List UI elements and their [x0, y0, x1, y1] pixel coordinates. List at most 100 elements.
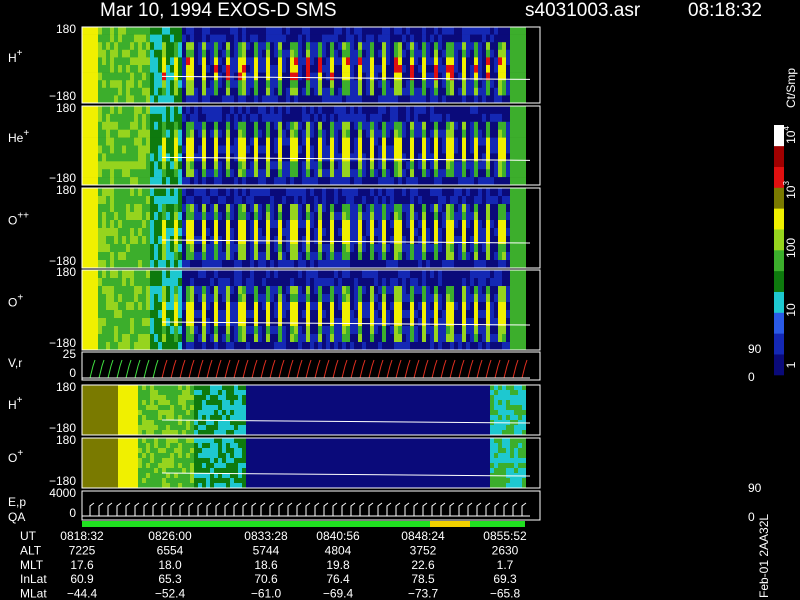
spectrogram-cell [394, 204, 398, 213]
spectrogram-cell [258, 161, 262, 170]
spectrogram-cell [354, 318, 358, 327]
spectrogram-cell [182, 326, 186, 335]
spectrogram-cell [306, 260, 310, 269]
spectrogram-cell [338, 129, 342, 138]
spectrogram-cell [90, 294, 94, 303]
spectrogram-cell [118, 113, 122, 123]
spectrogram-cell [198, 415, 202, 421]
spectrogram-cell [266, 137, 270, 146]
spectrogram-cell [238, 188, 242, 197]
spectrogram-cell [322, 121, 326, 130]
spectrogram-cell [298, 87, 302, 96]
spectrogram-cell [302, 204, 306, 213]
spectrogram-cell [394, 302, 398, 311]
spectrogram-cell [350, 42, 354, 51]
spectrogram-cell [270, 390, 274, 396]
spectrogram-cell [434, 204, 438, 213]
spectrogram-cell [414, 342, 418, 351]
spectrogram-cell [174, 137, 178, 146]
spectrogram-cell [486, 87, 490, 96]
spectrogram-cell [238, 326, 242, 335]
spectrogram-cell [114, 188, 118, 197]
spectrogram-cell [310, 212, 314, 221]
spectrogram-cell [90, 410, 94, 416]
spectrogram-cell [190, 228, 194, 237]
spectrogram-cell [442, 137, 446, 146]
spectrogram-cell [382, 302, 386, 311]
spectrogram-cell [418, 137, 422, 146]
spectrogram-cell [186, 252, 190, 261]
spectrogram-cell [374, 87, 378, 96]
spectrogram-cell [106, 244, 110, 253]
spectrogram-cell [170, 270, 174, 279]
spectrogram-cell [242, 294, 246, 303]
spectrogram-cell [266, 270, 270, 279]
spectrogram-cell [210, 87, 214, 96]
spectrogram-cell [282, 278, 286, 287]
spectrogram-cell [138, 204, 142, 213]
spectrogram-cell [402, 153, 406, 162]
spectrogram-cell [242, 326, 246, 335]
spectrogram-cell [502, 80, 506, 89]
spectrogram-cell [442, 204, 446, 213]
spectrogram-cell [114, 294, 118, 303]
spectrogram-cell [290, 113, 294, 123]
spectrogram-cell [514, 95, 518, 104]
spectrogram-cell [266, 49, 270, 58]
spectrogram-cell [154, 228, 158, 237]
spectrogram-cell [194, 310, 198, 319]
spectrogram-cell [246, 260, 250, 269]
spectrogram-cell [502, 302, 506, 311]
spectrogram-cell [102, 270, 106, 279]
spectrogram-cell [334, 310, 338, 319]
spectrogram-cell [254, 390, 258, 396]
spectrogram-cell [286, 113, 290, 123]
spectrogram-cell [198, 326, 202, 335]
spectrogram-cell [182, 405, 186, 411]
spectrogram-cell [498, 42, 502, 51]
spectrogram-cell [206, 161, 210, 170]
spectrogram-cell [238, 161, 242, 170]
spectrogram-cell [190, 415, 194, 421]
spectrogram-cell [274, 129, 278, 138]
spectrogram-cell [494, 270, 498, 279]
spectrogram-cell [102, 80, 106, 89]
spectrogram-cell [226, 121, 230, 130]
spectrogram-cell [274, 270, 278, 279]
spectrogram-cell [454, 188, 458, 197]
spectrogram-cell [182, 278, 186, 287]
spectrogram-cell [514, 196, 518, 205]
spectrogram-cell [358, 95, 362, 104]
spectrogram-cell [506, 212, 510, 221]
spectrogram-cell [110, 129, 114, 138]
spectrogram-cell [442, 87, 446, 96]
spectrogram-cell [470, 65, 474, 73]
spectrogram-cell [214, 57, 218, 66]
spectrogram-cell [214, 65, 218, 73]
spectrogram-cell [162, 137, 166, 146]
spectrogram-cell [498, 145, 502, 154]
spectrogram-cell [486, 196, 490, 205]
spectrogram-cell [218, 137, 222, 146]
spectrogram-cell [158, 145, 162, 154]
spectrogram-cell [378, 278, 382, 287]
spectrogram-cell [138, 400, 142, 406]
spectrogram-cell [186, 410, 190, 416]
spectrogram-cell [406, 334, 410, 343]
spectrogram-cell [258, 294, 262, 303]
spectrogram-cell [106, 228, 110, 237]
spectrogram-cell [438, 57, 442, 66]
spectrogram-cell [394, 113, 398, 123]
spectrogram-cell [494, 278, 498, 287]
spectrogram-cell [162, 228, 166, 237]
spectrogram-cell [442, 161, 446, 170]
spectrogram-cell [490, 188, 494, 197]
spectrogram-cell [382, 65, 386, 73]
spectrogram-cell [474, 196, 478, 205]
spectrogram-cell [498, 310, 502, 319]
spectrogram-cell [150, 415, 154, 421]
spectrogram-cell [258, 260, 262, 269]
spectrogram-cell [162, 34, 166, 43]
spectrogram-cell [158, 310, 162, 319]
spectrogram-cell [486, 188, 490, 197]
